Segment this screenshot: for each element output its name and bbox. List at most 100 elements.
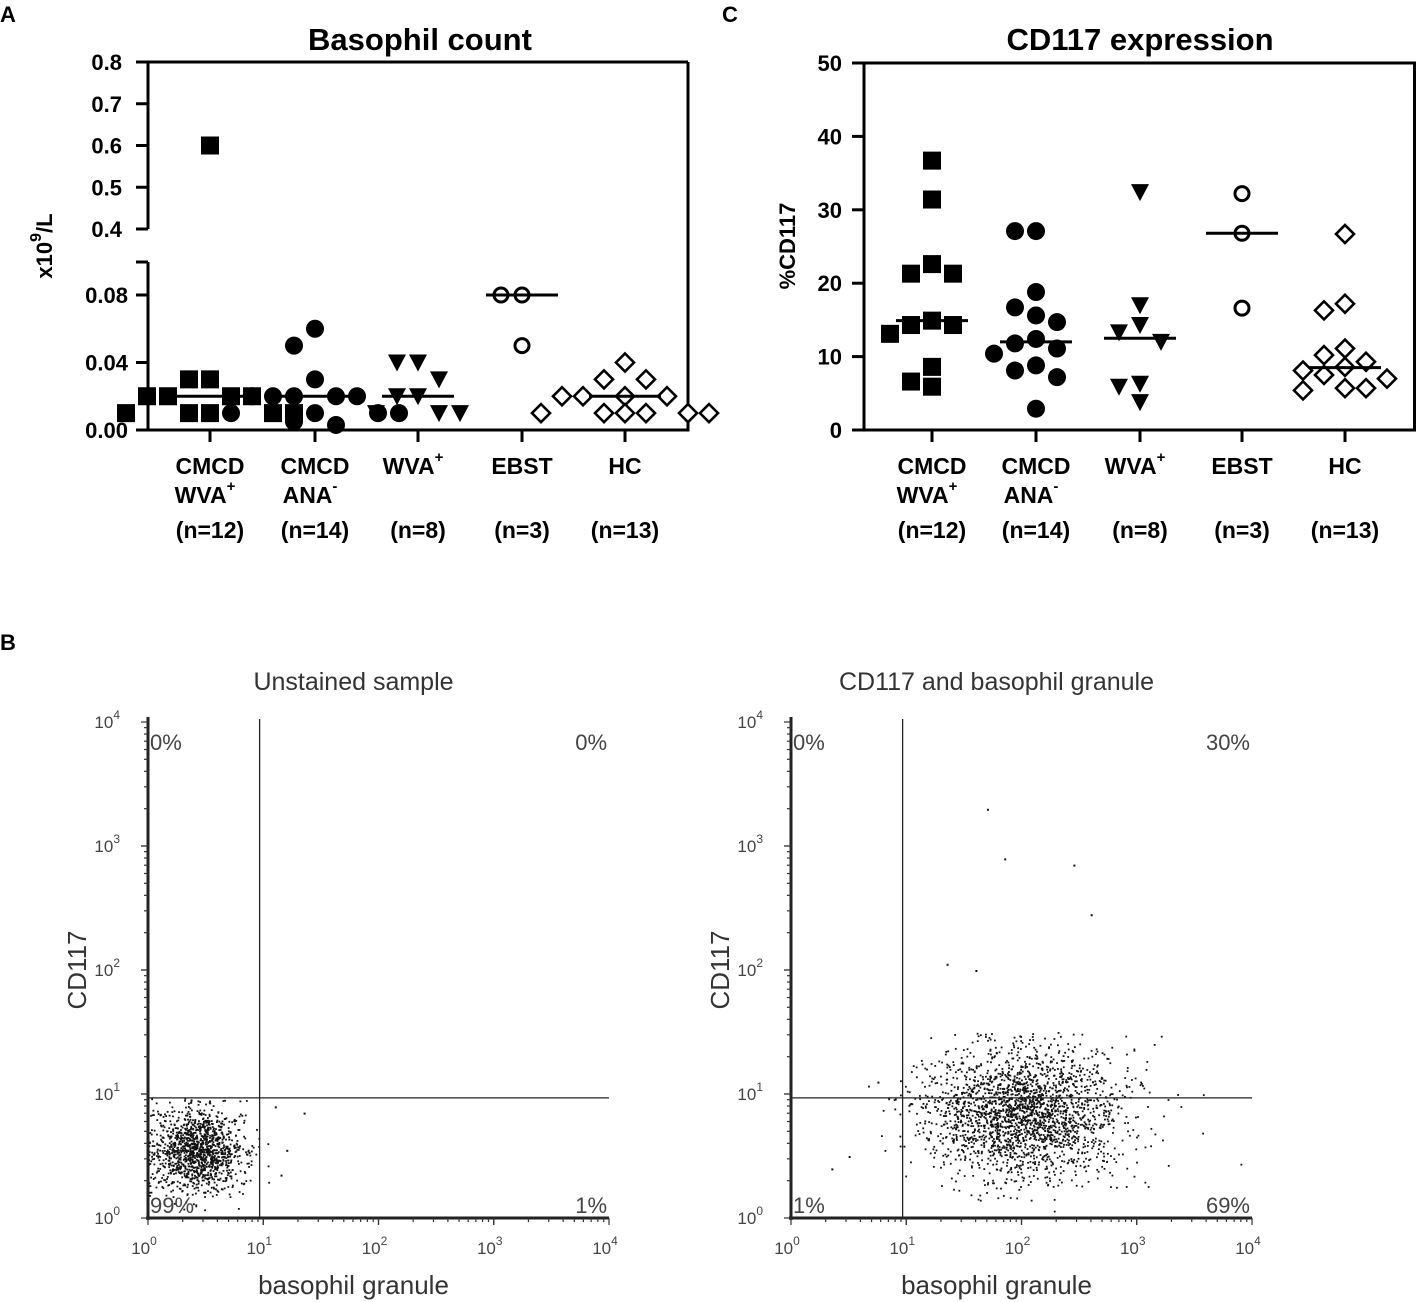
category-line2-text: WVA <box>175 482 227 508</box>
event-dot <box>1079 1164 1082 1167</box>
event-dot <box>173 1146 176 1149</box>
event-dot <box>957 1129 960 1132</box>
event-dot <box>1082 1160 1085 1163</box>
event-dot <box>969 1078 971 1081</box>
event-dot <box>1044 1168 1047 1171</box>
event-dot <box>216 1143 219 1146</box>
series-diamond-open <box>530 351 720 424</box>
event-dot <box>1039 1154 1042 1156</box>
event-dot <box>972 1079 975 1082</box>
quadrant-lower-left-percent: 1% <box>793 1193 825 1218</box>
event-dot <box>1087 1099 1089 1102</box>
event-dot <box>971 1161 974 1164</box>
event-dot <box>1005 1111 1007 1114</box>
event-dot <box>1017 1051 1020 1054</box>
event-dot <box>979 1034 982 1037</box>
event-dot <box>187 1110 190 1113</box>
event-dot <box>172 1128 175 1131</box>
event-dot <box>184 1097 187 1100</box>
event-dot <box>178 1132 180 1135</box>
event-dot <box>978 1136 981 1138</box>
event-dot <box>1054 1099 1057 1102</box>
event-dot <box>187 1118 189 1121</box>
event-dot <box>164 1143 167 1146</box>
event-dot <box>981 1159 983 1162</box>
event-dot <box>218 1179 221 1181</box>
event-dot <box>225 1178 228 1181</box>
event-dot <box>1106 1057 1109 1060</box>
event-dot <box>966 1123 969 1126</box>
event-dot <box>229 1143 232 1146</box>
event-dot <box>1000 1155 1003 1158</box>
event-dot <box>1033 1105 1036 1108</box>
event-dot <box>924 1085 926 1088</box>
event-dot <box>1088 1123 1091 1126</box>
event-dot <box>1007 1052 1010 1055</box>
event-dot <box>149 1163 152 1165</box>
event-dot <box>1023 1091 1026 1094</box>
event-dot <box>208 1164 211 1167</box>
event-dot <box>965 1083 968 1086</box>
event-dot <box>1090 1141 1093 1143</box>
event-dot <box>215 1149 218 1152</box>
event-dot <box>189 1147 192 1150</box>
event-dot <box>1053 1173 1056 1176</box>
event-dot <box>989 1134 992 1137</box>
event-dot <box>1014 1116 1017 1119</box>
event-dot <box>193 1177 196 1180</box>
event-dot <box>976 1111 979 1114</box>
event-dot <box>989 1151 992 1153</box>
event-dot <box>209 1145 212 1148</box>
event-dot <box>1025 1119 1028 1122</box>
event-dot <box>202 1169 205 1172</box>
event-dot <box>946 1122 948 1125</box>
event-dot <box>1010 1134 1013 1137</box>
event-dot <box>169 1157 172 1160</box>
event-dot <box>957 1172 959 1175</box>
event-dot <box>149 1195 151 1197</box>
event-dot <box>200 1161 203 1164</box>
event-dot <box>975 1065 978 1068</box>
event-dot <box>955 1100 958 1102</box>
event-dot <box>221 1138 224 1141</box>
event-dot <box>1059 1133 1062 1136</box>
event-dot <box>1017 1088 1019 1090</box>
event-dot <box>198 1174 201 1177</box>
event-dot <box>974 1137 977 1140</box>
event-dot <box>996 1118 999 1120</box>
event-dot <box>955 1123 957 1126</box>
event-dot <box>1093 1128 1096 1131</box>
event-dot <box>1023 1100 1026 1102</box>
event-dot <box>1045 1138 1048 1141</box>
event-dot <box>1141 1082 1143 1085</box>
event-dot <box>1167 1164 1170 1167</box>
event-dot <box>1015 1081 1018 1084</box>
event-dot <box>234 1120 236 1123</box>
event-dot <box>1002 1130 1005 1133</box>
event-dot <box>199 1130 201 1133</box>
event-dot <box>203 1191 205 1194</box>
event-dot <box>208 1180 210 1183</box>
event-dot <box>1094 1092 1097 1095</box>
event-dot <box>1094 1137 1097 1140</box>
event-dot <box>1087 1118 1090 1121</box>
event-dot <box>1085 1126 1088 1129</box>
event-dot <box>965 1076 968 1079</box>
event-dot <box>1031 1121 1033 1124</box>
event-dot <box>191 1174 194 1177</box>
event-dot <box>1032 1131 1034 1133</box>
event-dot <box>207 1174 209 1177</box>
event-dot <box>995 1112 998 1115</box>
event-dot <box>204 1141 207 1144</box>
event-dot <box>1094 1140 1097 1143</box>
event-dot <box>200 1126 203 1129</box>
event-dot <box>924 1094 927 1097</box>
event-dot <box>925 1137 928 1140</box>
event-dot <box>188 1120 191 1123</box>
event-dot <box>1027 1105 1030 1108</box>
event-dot <box>1105 1115 1108 1117</box>
event-dot <box>1025 1154 1028 1157</box>
event-dot <box>1075 1075 1077 1078</box>
event-dot <box>189 1134 192 1137</box>
